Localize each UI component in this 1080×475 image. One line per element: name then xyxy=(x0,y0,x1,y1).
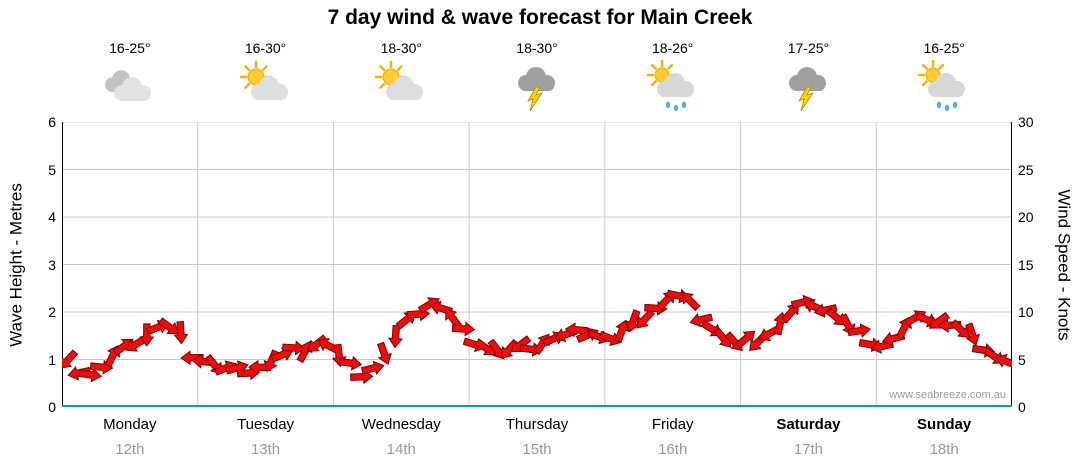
wind-arrow xyxy=(451,321,476,337)
wind-arrow xyxy=(307,334,328,352)
x-axis-date-label: 16th xyxy=(658,441,688,458)
temp-range-label: 16-30° xyxy=(244,40,287,56)
wind-arrow xyxy=(376,341,392,365)
wind-arrow xyxy=(735,330,756,349)
x-axis-day-label: Wednesday xyxy=(361,416,441,433)
wind-arrow xyxy=(173,320,189,345)
wind-arrow xyxy=(995,353,1012,370)
weather-icon-slot xyxy=(778,60,838,114)
y-axis-left-tick: 2 xyxy=(48,304,56,320)
wind-arrow xyxy=(965,322,980,346)
y-axis-right-tick: 25 xyxy=(1018,161,1034,178)
x-axis-day-label: Sunday xyxy=(917,416,972,433)
page-title: 7 day wind & wave forecast for Main Cree… xyxy=(327,6,753,29)
temp-range-label: 18-30° xyxy=(380,40,422,56)
x-axis-day-label: Monday xyxy=(103,416,157,433)
y-axis-right-tick: 5 xyxy=(1018,351,1026,368)
y-axis-left-tick: 6 xyxy=(48,114,56,130)
x-axis-day-label: Thursday xyxy=(505,416,569,433)
x-axis-day-label: Tuesday xyxy=(237,416,295,433)
temp-range-label: 18-26° xyxy=(652,40,694,56)
wind-arrow xyxy=(157,317,180,335)
partly-sunny-showers-icon xyxy=(646,59,694,112)
wind-arrow xyxy=(813,303,838,318)
thunderstorm-icon xyxy=(789,67,827,112)
thunderstorm-icon xyxy=(518,67,555,112)
x-axis-date-label: 18th xyxy=(929,441,959,458)
wind-arrow xyxy=(781,302,800,324)
wind-arrow xyxy=(950,319,970,339)
wind-arrows xyxy=(62,288,1012,385)
wind-arrow xyxy=(282,340,306,356)
y-axis-left-title: Wave Height - Metres xyxy=(6,183,26,347)
temp-range-label: 17-25° xyxy=(787,40,830,56)
y-axis-right-tick: 0 xyxy=(1018,399,1026,415)
y-axis-right-tick: 15 xyxy=(1018,256,1034,273)
y-axis-right-tick: 30 xyxy=(1018,114,1034,130)
wind-arrow xyxy=(338,355,363,371)
wind-arrow xyxy=(445,308,463,330)
x-axis-date-label: 14th xyxy=(386,441,416,458)
y-axis-right-tick: 10 xyxy=(1018,304,1034,320)
wind-arrow xyxy=(689,312,714,328)
wind-arrow xyxy=(360,360,385,376)
wind-arrow xyxy=(388,324,403,349)
x-axis-date-label: 15th xyxy=(522,441,552,458)
partly-sunny-icon xyxy=(239,60,288,100)
x-axis-day-label: Saturday xyxy=(776,416,841,433)
weather-icon-slot xyxy=(371,60,431,114)
y-axis-left-tick: 5 xyxy=(48,161,56,178)
grid xyxy=(62,122,1012,407)
temp-range-label: 18-30° xyxy=(516,40,558,56)
wind-arrow xyxy=(62,349,79,369)
wind-arrow xyxy=(614,319,630,343)
wind-arrow xyxy=(625,309,641,333)
x-axis-date-label: 13th xyxy=(250,441,281,458)
watermark: www.seabreeze.com.au xyxy=(889,389,1006,401)
weather-icon-slot xyxy=(507,60,567,114)
partly-sunny-icon xyxy=(375,60,424,100)
temp-range-label: 16-25° xyxy=(109,40,151,56)
wind-arrow xyxy=(564,322,589,338)
wind-arrow xyxy=(598,330,622,347)
wind-arrow xyxy=(78,367,103,383)
weather-icon-slot xyxy=(236,60,296,114)
cloudy-icon xyxy=(104,70,151,101)
weather-icon-slot xyxy=(643,59,703,114)
x-axis-day-label: Friday xyxy=(651,416,694,433)
forecast-plot xyxy=(62,122,1012,407)
temp-range-label: 16-25° xyxy=(923,40,965,56)
y-axis-right-tick: 20 xyxy=(1018,209,1034,225)
wind-arrow xyxy=(180,350,204,366)
y-axis-left-tick: 4 xyxy=(48,209,56,225)
wind-arrow xyxy=(681,292,701,312)
weather-icon-slot xyxy=(914,59,974,114)
y-axis-right-title: Wind Speed - Knots xyxy=(1054,189,1074,341)
weather-icon-slot xyxy=(100,60,160,114)
partly-sunny-showers-icon xyxy=(917,59,966,112)
wind-arrow xyxy=(474,338,496,356)
y-axis-left-tick: 0 xyxy=(48,399,56,415)
x-axis-date-label: 17th xyxy=(793,441,824,458)
y-axis-left-tick: 3 xyxy=(48,256,56,273)
wind-arrow xyxy=(487,338,505,360)
x-axis-date-label: 12th xyxy=(115,441,145,458)
wind-arrow xyxy=(847,323,872,338)
y-axis-left-tick: 1 xyxy=(48,351,56,368)
wind-arrow xyxy=(758,325,781,342)
